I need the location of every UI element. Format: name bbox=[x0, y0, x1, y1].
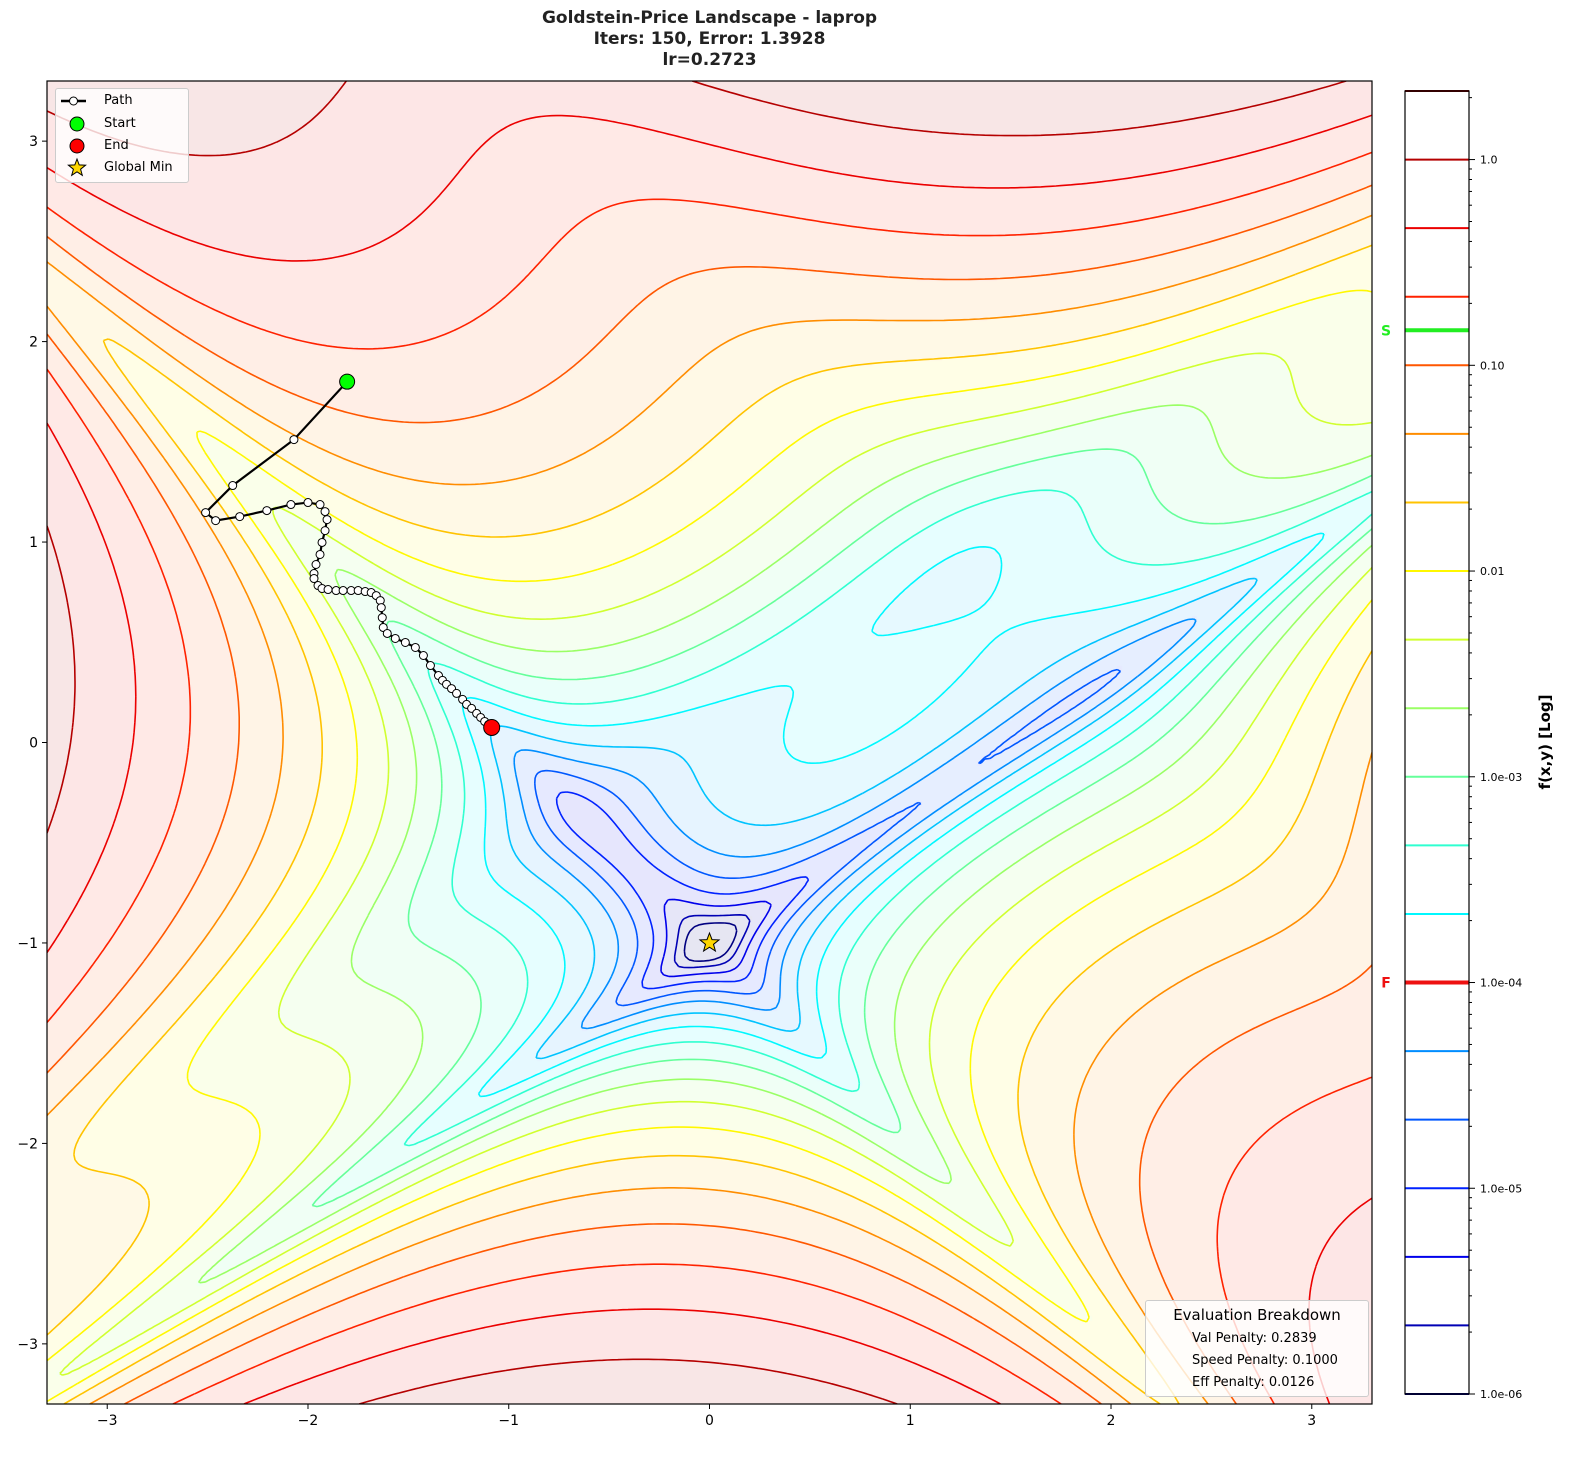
contour-level-10 bbox=[198, 404, 1372, 1284]
path-point bbox=[382, 628, 392, 638]
contour-level-18 bbox=[47, 81, 1347, 1404]
legend-path-label: Path bbox=[104, 93, 133, 108]
path-point bbox=[201, 508, 211, 518]
colorbar-background bbox=[1405, 91, 1469, 1394]
contour-level-7 bbox=[461, 532, 1325, 1098]
optimizer-path bbox=[201, 373, 721, 953]
end-marker bbox=[483, 718, 501, 736]
colorbar-tick-label: 1.0 bbox=[1480, 154, 1498, 167]
path-point bbox=[410, 642, 420, 652]
legend-end-icon bbox=[69, 138, 85, 154]
title-line-3: lr=0.2723 bbox=[662, 50, 757, 70]
y-tick-label: −1 bbox=[17, 936, 38, 952]
x-tick-label: 1 bbox=[906, 1413, 915, 1429]
legend-start-label: Start bbox=[104, 116, 136, 131]
path-point bbox=[452, 688, 462, 698]
start-marker bbox=[339, 373, 356, 390]
path-point bbox=[262, 506, 272, 516]
colorbar-label: f(x,y) [Log] bbox=[1536, 694, 1554, 790]
colorbar-tick-label: 1.0e-04 bbox=[1480, 977, 1522, 990]
legend-star-icon bbox=[67, 157, 87, 177]
y-tick-label: 0 bbox=[29, 736, 38, 752]
y-tick-label: −3 bbox=[17, 1337, 38, 1353]
x-tick-label: 0 bbox=[705, 1413, 714, 1429]
path-line bbox=[203, 380, 493, 729]
path-point bbox=[315, 500, 325, 510]
path-point bbox=[235, 512, 245, 522]
title-line-2: Iters: 150, Error: 1.3928 bbox=[593, 29, 826, 49]
path-point bbox=[320, 507, 330, 517]
contour-level-14 bbox=[47, 214, 1372, 1404]
path-point bbox=[377, 613, 387, 623]
colorbar-marker-label: F bbox=[1381, 976, 1391, 992]
legend-global-min-label: Global Min bbox=[104, 160, 173, 175]
x-tick-label: 3 bbox=[1307, 1413, 1316, 1429]
x-tick-label: −2 bbox=[298, 1413, 319, 1429]
chart-title: Goldstein-Price Landscape - laprop Iters… bbox=[47, 8, 1372, 71]
contour-level-13 bbox=[47, 244, 1372, 1404]
evaluation-breakdown-box: Evaluation Breakdown Val Penalty: 0.2839… bbox=[1145, 1300, 1369, 1397]
path-point bbox=[376, 603, 386, 613]
path-point bbox=[211, 516, 221, 526]
path-point bbox=[425, 661, 435, 671]
colorbar: S F 1.0 0.10 0.01 1.0e-03 1.0e-04 1.0e-05 1.0e-0… bbox=[1381, 89, 1522, 1401]
global-min-star bbox=[698, 931, 721, 953]
path-point bbox=[289, 435, 299, 445]
legend-start-icon bbox=[69, 116, 85, 132]
contour-level-12 bbox=[47, 289, 1372, 1403]
path-point bbox=[311, 559, 321, 569]
path-point bbox=[400, 637, 410, 647]
path-point bbox=[390, 633, 400, 643]
colorbar-marker-label: S bbox=[1381, 323, 1391, 339]
path-point bbox=[320, 526, 330, 536]
y-tick-label: 3 bbox=[29, 134, 38, 150]
eff-penalty: Eff Penalty: 0.0126 bbox=[1192, 1375, 1315, 1390]
path-point bbox=[418, 651, 428, 661]
contour-level-1 bbox=[673, 914, 751, 969]
contour-level-15 bbox=[47, 184, 1372, 1404]
colorbar-tick-label: 1.0e-05 bbox=[1480, 1182, 1522, 1195]
contour-level-17 bbox=[47, 114, 1372, 1404]
axes-frame bbox=[46, 80, 1373, 1405]
contour-fill-background bbox=[47, 81, 1372, 1404]
path-point bbox=[315, 549, 325, 559]
x-tick-label: −3 bbox=[97, 1413, 118, 1429]
contour-level-5 bbox=[513, 618, 1197, 1030]
contour-level-0 bbox=[683, 922, 738, 962]
title-line-1: Goldstein-Price Landscape - laprop bbox=[541, 8, 878, 28]
path-point bbox=[228, 481, 238, 491]
x-tick-label: −1 bbox=[498, 1413, 519, 1429]
path-point bbox=[338, 586, 348, 596]
colorbar-tick-label: 1.0e-03 bbox=[1480, 771, 1522, 784]
colorbar-tick-label: 0.01 bbox=[1480, 565, 1505, 578]
path-point bbox=[322, 515, 332, 525]
contour-level-8 bbox=[403, 489, 1372, 1147]
contour-level-3 bbox=[555, 791, 810, 990]
contour-level-9 bbox=[311, 448, 1372, 1208]
y-tick-label: 1 bbox=[29, 535, 38, 551]
colorbar-tick-label: 1.0e-06 bbox=[1480, 1388, 1522, 1401]
axis-ticks: −3 −2 −1 0 1 2 3 −3 −2 −1 0 1 2 3 bbox=[17, 134, 1316, 1429]
path-point bbox=[303, 498, 313, 508]
legend: Path Start End Global Min bbox=[55, 88, 189, 183]
legend-path-marker-icon bbox=[69, 96, 78, 106]
colorbar-tick-label: 0.10 bbox=[1480, 359, 1505, 372]
colorbar-frame bbox=[1404, 90, 1470, 1395]
contour-level-2 bbox=[660, 898, 772, 978]
path-point bbox=[317, 537, 327, 547]
path-point bbox=[286, 500, 296, 510]
path-point bbox=[309, 574, 319, 584]
contour-lines bbox=[47, 81, 1372, 1404]
y-tick-label: 2 bbox=[29, 335, 38, 351]
contour-level-4 bbox=[534, 668, 1122, 1007]
y-tick-label: −2 bbox=[17, 1136, 38, 1152]
x-tick-label: 2 bbox=[1107, 1413, 1116, 1429]
contour-level-6 bbox=[489, 577, 1258, 1060]
path-point bbox=[323, 585, 333, 595]
evaluation-title: Evaluation Breakdown bbox=[1173, 1306, 1341, 1324]
speed-penalty: Speed Penalty: 0.1000 bbox=[1192, 1353, 1338, 1368]
legend-end-label: End bbox=[104, 138, 129, 153]
val-penalty: Val Penalty: 0.2839 bbox=[1192, 1331, 1317, 1346]
